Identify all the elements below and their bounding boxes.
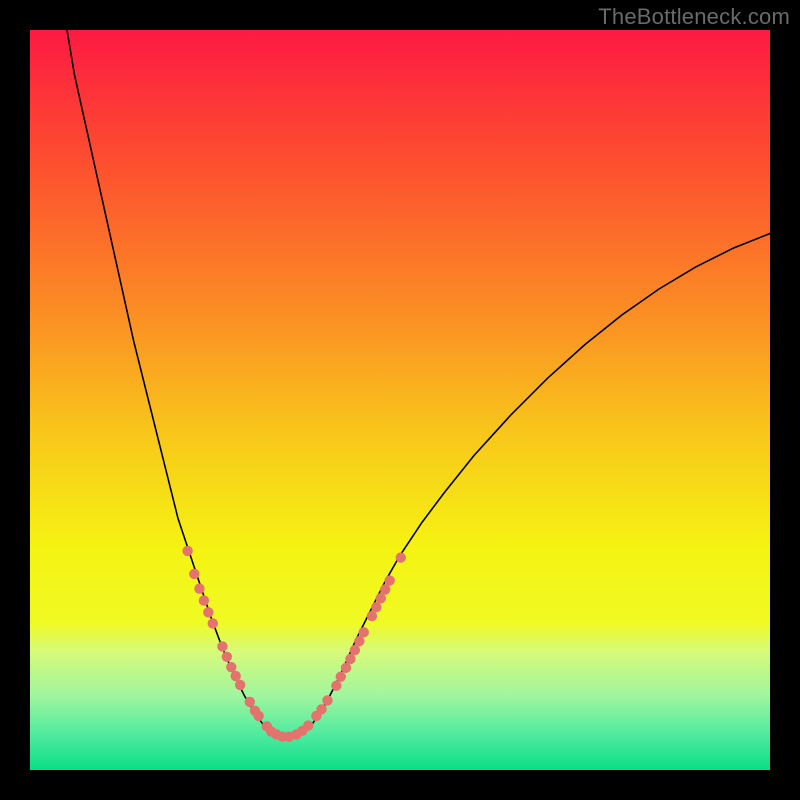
curve-marker bbox=[384, 575, 394, 585]
curve-marker bbox=[341, 663, 351, 673]
curve-marker bbox=[235, 680, 245, 690]
curve-marker bbox=[303, 720, 313, 730]
curve-marker bbox=[350, 645, 360, 655]
curve-marker bbox=[322, 695, 332, 705]
curve-marker bbox=[189, 569, 199, 579]
curve-marker bbox=[367, 611, 377, 621]
curve-marker bbox=[336, 672, 346, 682]
curve-marker bbox=[359, 627, 369, 637]
curve-marker bbox=[231, 671, 241, 681]
curve-marker bbox=[253, 711, 263, 721]
curve-marker bbox=[331, 680, 341, 690]
curve-marker bbox=[208, 618, 218, 628]
curve-marker bbox=[245, 697, 255, 707]
curve-marker bbox=[182, 546, 192, 556]
bottleneck-curve-chart bbox=[30, 30, 770, 770]
curve-marker bbox=[194, 584, 204, 594]
curve-marker bbox=[354, 636, 364, 646]
curve-marker bbox=[222, 652, 232, 662]
chart-background-gradient bbox=[30, 30, 770, 770]
curve-marker bbox=[199, 595, 209, 605]
curve-marker bbox=[376, 593, 386, 603]
curve-marker bbox=[380, 584, 390, 594]
curve-marker bbox=[217, 641, 227, 651]
watermark-text: TheBottleneck.com bbox=[598, 4, 790, 30]
curve-marker bbox=[371, 602, 381, 612]
curve-marker bbox=[316, 704, 326, 714]
curve-marker bbox=[396, 552, 406, 562]
curve-marker bbox=[345, 654, 355, 664]
plot-area bbox=[30, 30, 770, 770]
curve-marker bbox=[203, 607, 213, 617]
curve-marker bbox=[226, 662, 236, 672]
canvas: TheBottleneck.com bbox=[0, 0, 800, 800]
